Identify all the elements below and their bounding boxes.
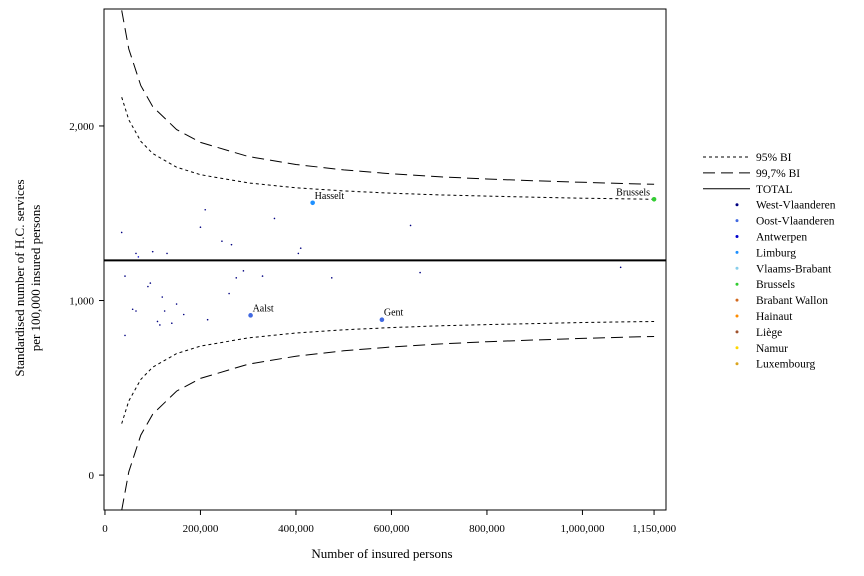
legend-marker [735,282,739,286]
data-point [147,285,149,288]
data-point [299,247,302,249]
data-point-aalst [248,313,253,318]
legend-label: Hainaut [756,311,793,323]
x-tick-label: 200,000 [183,523,219,535]
y-tick-label: 1,000 [69,296,94,308]
data-point [161,296,164,298]
legend-label: Antwerpen [756,232,807,244]
legend-marker [735,203,739,207]
data-point [163,310,166,312]
data-point [235,277,238,279]
legend-marker [735,362,739,366]
data-point-gent [379,317,385,323]
point-label: Aalst [253,303,274,314]
data-point [204,208,207,211]
legend-label: Vlaams-Brabant [756,263,832,275]
legend-label: Namur [756,343,788,355]
legend-marker [735,298,739,302]
legend-label: Liège [756,327,782,339]
data-point [135,252,137,255]
legend-marker [735,330,739,334]
data-point-hasselt [310,200,315,206]
point-label: Hasselt [315,191,345,202]
legend-marker [735,346,739,350]
data-point [228,292,230,295]
data-point [619,266,622,269]
legend-label: Luxembourg [756,359,815,371]
lower-997-bound [121,336,655,511]
legend-label: TOTAL [756,184,793,196]
legend-marker [735,219,739,223]
legend-marker [735,266,739,270]
y-tick-label: 2,000 [69,121,94,133]
legend-label: Brabant Wallon [756,295,828,307]
legend-label: West-Vlaanderen [756,200,836,212]
x-axis: 0 200,000 400,000 600,000 800,000 1,000,000 1,… [102,510,677,535]
data-point [419,271,421,274]
legend-label: 95% BI [756,152,792,164]
point-label: Gent [384,308,404,319]
legend-label: Oost-Vlaanderen [756,216,835,228]
data-point [175,303,178,305]
legend-marker [735,314,739,318]
data-point [120,231,123,234]
confidence-bounds [121,10,655,511]
data-point [242,270,245,272]
data-points: Hasselt Brussels Aalst Gent [120,187,657,337]
data-point [182,313,185,316]
data-point [159,324,161,326]
data-point [149,282,152,284]
legend-label: 99,7% BI [756,168,800,180]
data-point [230,243,233,246]
data-point [135,310,137,312]
legend-marker [735,250,739,254]
data-point [221,240,223,242]
data-point [199,226,202,229]
x-tick-label: 600,000 [374,523,410,535]
x-tick-label: 0 [102,523,108,535]
upper-997-bound [121,10,655,185]
y-tick-label: 0 [89,470,95,482]
x-tick-label: 1,150,000 [632,523,677,535]
data-point [330,277,333,279]
data-point [273,217,276,220]
x-axis-label: Number of insured persons [311,546,452,561]
data-point [124,334,126,337]
y-axis-label-line2: per 100,000 insured persons [28,205,43,352]
data-point [166,252,168,255]
legend-label: Limburg [756,247,796,259]
legend-label: Brussels [756,279,796,291]
upper-95-bound [121,97,655,200]
data-point [171,322,173,325]
x-tick-label: 800,000 [469,523,505,535]
x-tick-label: 1,000,000 [560,523,605,535]
data-point [151,250,154,253]
legend-marker [735,235,739,238]
data-point [297,252,300,255]
x-tick-label: 400,000 [278,523,314,535]
data-point-brussels [651,196,657,202]
data-point [409,224,412,227]
y-axis-label: Standardised number of H.C. services [12,179,27,376]
legend: 95% BI 99,7% BI TOTAL West-Vlaanderen Oost-V… [703,152,836,371]
data-point [124,275,126,277]
y-axis: 0 1,000 2,000 [69,121,104,482]
lower-95-bound [121,321,655,424]
data-point [206,318,209,321]
data-point [261,275,264,277]
data-point [156,320,159,323]
data-point [137,256,140,258]
data-point [131,308,134,311]
point-label: Brussels [616,187,650,198]
